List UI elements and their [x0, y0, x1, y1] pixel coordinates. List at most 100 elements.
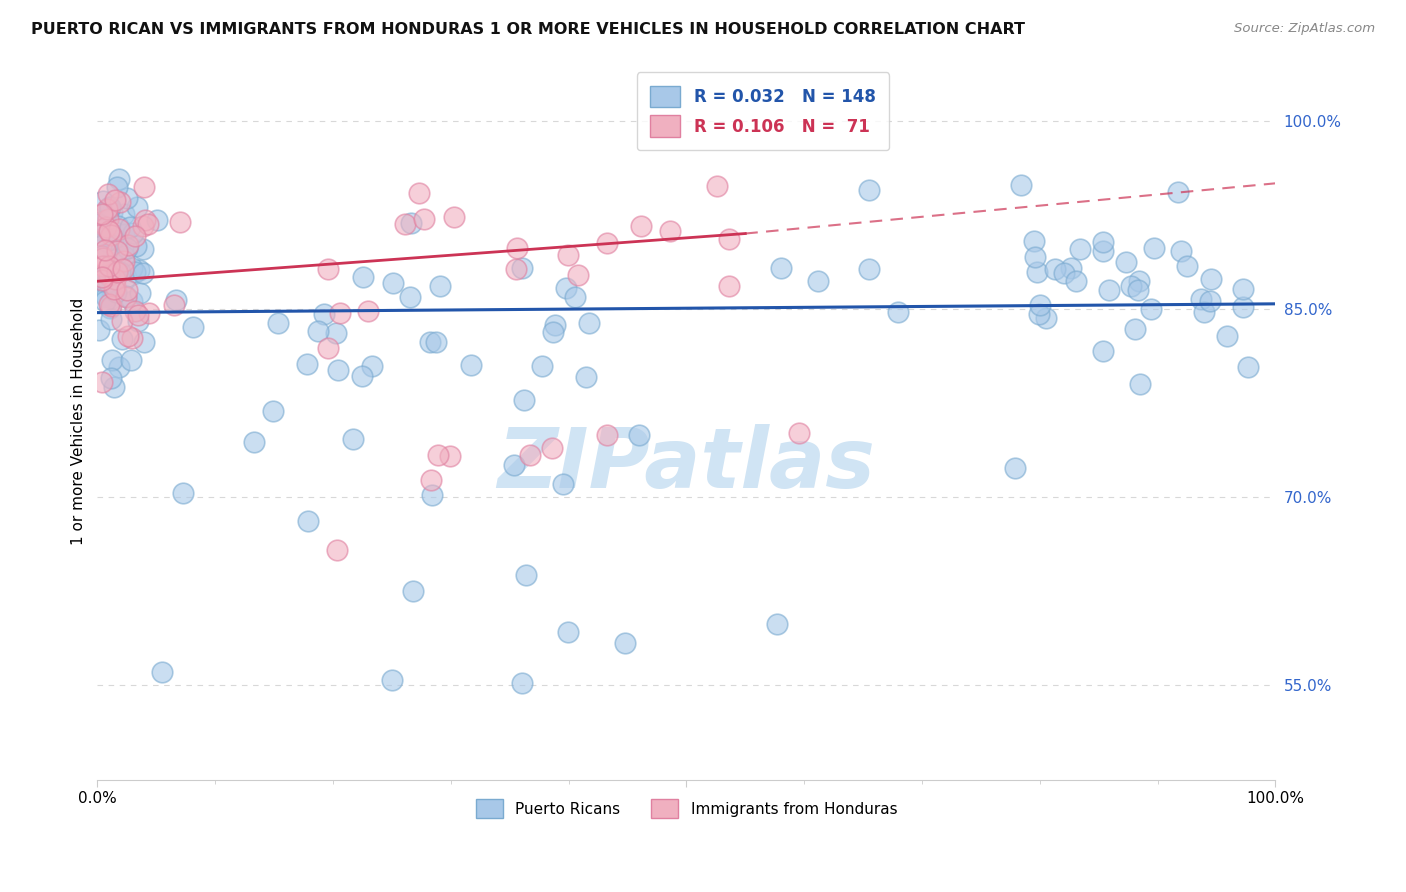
Point: [93, 243, 115, 257]
Point: [91, 259, 114, 273]
Point: [1143, 242, 1166, 256]
Point: [513, 393, 536, 408]
Point: [551, 476, 574, 491]
Point: [112, 249, 135, 263]
Point: [314, 307, 336, 321]
Point: [115, 283, 138, 297]
Point: [97, 211, 120, 226]
Point: [352, 270, 374, 285]
Point: [97, 259, 120, 273]
Point: [115, 240, 138, 254]
Point: [91, 252, 114, 266]
Point: [567, 268, 589, 282]
Point: [112, 227, 135, 242]
Point: [97, 268, 120, 282]
Point: [134, 213, 156, 227]
Point: [360, 359, 382, 373]
Point: [90, 239, 112, 253]
Point: [91, 375, 114, 389]
Point: [1128, 274, 1150, 288]
Point: [107, 359, 129, 374]
Point: [112, 254, 135, 268]
Point: [150, 665, 173, 680]
Point: [105, 285, 128, 300]
Point: [443, 210, 465, 224]
Point: [1167, 186, 1189, 200]
Point: [87, 217, 110, 231]
Point: [108, 265, 131, 279]
Point: [402, 583, 425, 598]
Point: [1170, 244, 1192, 258]
Point: [717, 232, 740, 246]
Point: [1060, 260, 1083, 275]
Point: [242, 435, 264, 450]
Point: [555, 281, 578, 295]
Point: [515, 567, 537, 582]
Point: [105, 265, 128, 279]
Point: [107, 233, 129, 247]
Point: [1115, 254, 1137, 268]
Point: [132, 242, 155, 256]
Point: [544, 318, 567, 333]
Text: Source: ZipAtlas.com: Source: ZipAtlas.com: [1234, 22, 1375, 36]
Point: [316, 261, 339, 276]
Point: [94, 287, 117, 301]
Point: [1028, 307, 1050, 321]
Point: [100, 312, 122, 326]
Point: [94, 276, 117, 290]
Point: [105, 264, 128, 278]
Point: [115, 269, 138, 284]
Point: [1091, 244, 1114, 259]
Point: [574, 370, 596, 384]
Point: [89, 227, 111, 242]
Point: [100, 227, 122, 242]
Point: [1091, 343, 1114, 358]
Point: [125, 200, 148, 214]
Point: [101, 261, 124, 276]
Point: [352, 369, 374, 384]
Point: [595, 427, 617, 442]
Point: [121, 261, 143, 276]
Point: [115, 191, 138, 205]
Point: [97, 202, 120, 216]
Point: [128, 285, 150, 300]
Point: [100, 291, 122, 305]
Point: [108, 250, 131, 264]
Point: [1098, 283, 1121, 297]
Point: [127, 308, 149, 322]
Point: [125, 239, 148, 253]
Point: [117, 238, 139, 252]
Point: [614, 636, 637, 650]
Point: [90, 207, 112, 221]
Point: [172, 486, 194, 500]
Point: [1024, 250, 1046, 264]
Point: [510, 675, 533, 690]
Point: [114, 289, 136, 303]
Point: [145, 212, 167, 227]
Point: [1201, 271, 1223, 285]
Point: [96, 202, 118, 217]
Point: [108, 195, 131, 210]
Point: [706, 178, 728, 193]
Point: [112, 262, 135, 277]
Point: [89, 271, 111, 285]
Point: [326, 363, 349, 377]
Point: [1035, 311, 1057, 326]
Point: [165, 293, 187, 307]
Point: [267, 316, 290, 330]
Point: [101, 244, 124, 259]
Point: [118, 219, 141, 234]
Point: [114, 290, 136, 304]
Legend: Puerto Ricans, Immigrants from Honduras: Puerto Ricans, Immigrants from Honduras: [468, 792, 905, 826]
Point: [325, 326, 347, 340]
Point: [425, 334, 447, 349]
Point: [627, 428, 650, 442]
Point: [107, 172, 129, 186]
Point: [399, 290, 422, 304]
Point: [100, 352, 122, 367]
Point: [108, 222, 131, 236]
Point: [111, 314, 134, 328]
Point: [136, 218, 159, 232]
Point: [103, 232, 125, 246]
Point: [1216, 329, 1239, 343]
